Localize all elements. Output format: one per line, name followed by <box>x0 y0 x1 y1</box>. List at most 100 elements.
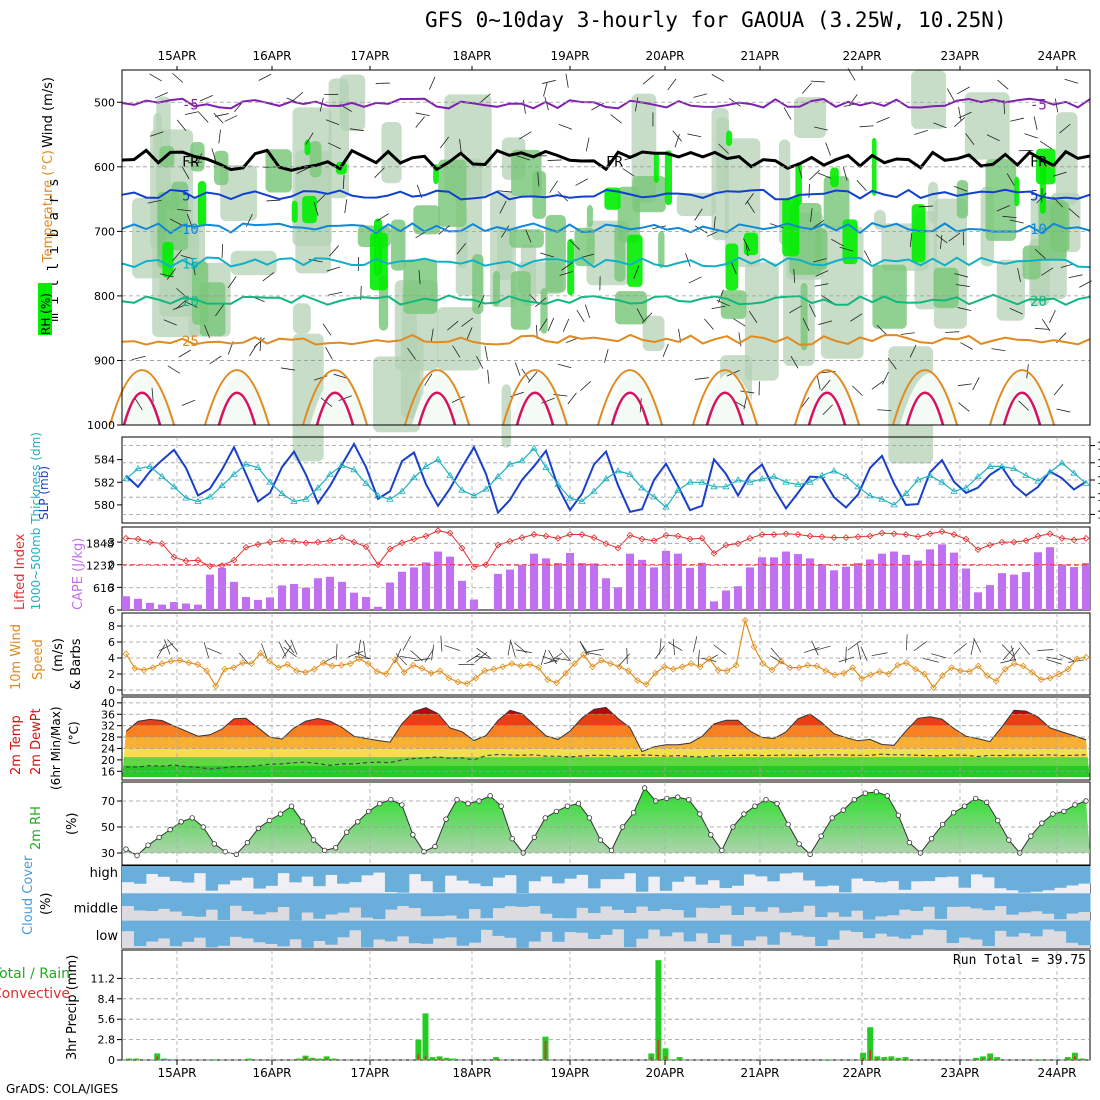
cloud-cover-bar <box>265 893 278 913</box>
thickness-marker <box>314 484 322 491</box>
rh-axis-label: 2m RH <box>29 806 44 850</box>
wind-speed-marker <box>912 665 919 673</box>
li-marker <box>926 530 934 538</box>
cloud-cover-bar <box>910 893 924 912</box>
thickness-marker <box>806 478 814 485</box>
li-marker <box>1070 536 1078 544</box>
wind-barb <box>211 148 217 162</box>
cloud-cover-bar <box>241 866 254 878</box>
cloud-cover-bar <box>564 920 577 933</box>
wind-speed-marker <box>660 663 668 671</box>
cloud-cover-bar <box>1018 893 1031 913</box>
thickness-marker <box>170 483 178 490</box>
thickness-marker <box>422 462 430 469</box>
wind-barb <box>514 362 521 376</box>
cloud-cover-bar <box>1078 866 1091 884</box>
cloud-cover-bar <box>791 866 804 873</box>
wind-barb <box>642 74 654 85</box>
wind-barb <box>1009 219 1024 224</box>
precip-convective-bar <box>325 1058 328 1060</box>
thickness-marker <box>158 472 166 480</box>
cloud-cover-bar <box>755 893 768 912</box>
wind-barb <box>933 122 947 129</box>
wind-barb <box>743 395 748 410</box>
cloud-cover-bar <box>456 866 470 881</box>
rh-shade-mid <box>292 303 311 334</box>
thickness-marker <box>266 478 274 485</box>
precip-axis-label: 3hr Precip (mm) <box>65 955 80 1060</box>
precip-convective-bar <box>664 1056 667 1060</box>
precip-total-bar <box>895 1057 902 1060</box>
wind-barb <box>487 369 490 384</box>
cape-bar <box>1009 574 1019 610</box>
cloud-cover-bar <box>803 920 816 937</box>
cloud-cover-bar <box>1054 893 1067 920</box>
isotherm-line <box>121 97 1091 110</box>
wind-barb <box>859 125 874 128</box>
precip-convective-bar <box>890 1058 893 1060</box>
cloud-cover-bar <box>635 920 649 939</box>
hot-contour <box>217 391 257 426</box>
wind-speed-marker <box>319 659 327 667</box>
isotherm-label: 25 <box>182 334 199 350</box>
rh-marker <box>553 808 560 815</box>
wind-barb <box>954 273 969 278</box>
cape-bar <box>877 553 887 610</box>
cloud-cover-bar <box>958 920 971 938</box>
precip-total-bar <box>973 1057 980 1060</box>
cloud-cover-bar <box>169 920 183 947</box>
wind-speed-marker <box>849 664 857 671</box>
cloud-cover-bar <box>265 920 278 944</box>
rh-marker <box>719 847 725 854</box>
wind-speed-marker <box>786 664 794 671</box>
surface-wind-barb <box>394 648 402 664</box>
wind-speed-marker <box>589 663 596 671</box>
precip-convective-bar <box>1074 1056 1076 1060</box>
cloud-cover-bar <box>815 893 828 918</box>
cloud-cover-bar <box>611 866 625 880</box>
cloud-cover-bar <box>719 866 732 889</box>
wind-speed-marker <box>355 655 363 663</box>
wind-speed-marker <box>337 661 345 669</box>
cloud-cover-bar <box>779 893 792 913</box>
rh-area <box>122 788 1090 856</box>
thickness-marker <box>374 492 382 499</box>
rh-shade-mid <box>928 181 939 223</box>
wind-speed-marker <box>230 664 238 671</box>
wind-barb <box>478 294 485 308</box>
cloud-cover-bar <box>396 920 410 937</box>
wind-speed-marker <box>346 660 354 667</box>
thickness-marker <box>530 444 538 451</box>
cape-bar <box>769 557 779 610</box>
wind-barb <box>935 234 948 244</box>
cape-bar <box>217 567 227 610</box>
cloud-cover-bar <box>671 866 685 882</box>
thickness-marker <box>506 460 514 467</box>
run-total-label: Run Total = 39.75 <box>953 953 1086 968</box>
wind-barb <box>209 355 222 365</box>
precip-tick-label: 2.8 <box>98 1034 116 1047</box>
li-marker <box>878 529 886 537</box>
wind-speed-marker <box>885 670 893 678</box>
wind-frame <box>121 612 1091 696</box>
rh-shade-dark <box>985 159 1017 241</box>
cloud-cover-bar <box>910 920 924 936</box>
wind-barb <box>808 304 816 318</box>
wind-speed-marker <box>571 660 578 667</box>
wind-barb <box>499 200 507 214</box>
cape-bar <box>973 592 983 610</box>
rh-marker <box>244 839 251 846</box>
precip-total-bar <box>429 1057 436 1060</box>
rh-shade-mid <box>230 250 277 276</box>
precip-convective-bar <box>304 1057 307 1060</box>
cloud-cover-bar <box>492 920 505 936</box>
li-tick-label: 6 <box>108 604 115 617</box>
precip-convective-label: Convective <box>0 986 70 1002</box>
cloud-cover-bar <box>850 920 864 932</box>
wind-speed-marker <box>642 681 650 688</box>
rh-shade-mid <box>911 70 947 129</box>
li-marker <box>158 540 166 547</box>
thickness-marker <box>854 483 862 490</box>
cloud-cover-bar <box>169 893 183 912</box>
wind-barb <box>814 126 828 131</box>
